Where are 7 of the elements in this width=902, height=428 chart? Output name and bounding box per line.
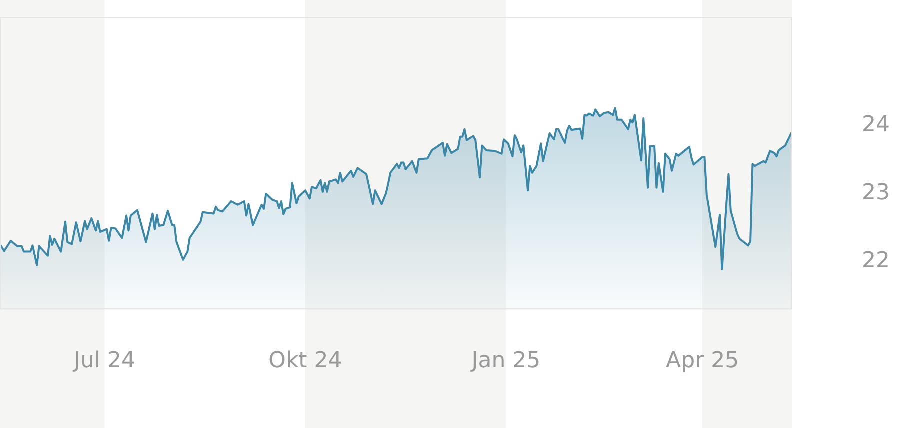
x-tick-label: Apr 25 — [666, 348, 740, 374]
x-tick-label: Okt 24 — [268, 348, 342, 374]
y-tick-label: 22 — [862, 248, 890, 274]
y-tick-label: 23 — [862, 180, 890, 206]
y-tick-label: 24 — [862, 112, 890, 138]
x-tick-label: Jul 24 — [72, 348, 136, 374]
x-tick-label: Jan 25 — [470, 348, 541, 374]
